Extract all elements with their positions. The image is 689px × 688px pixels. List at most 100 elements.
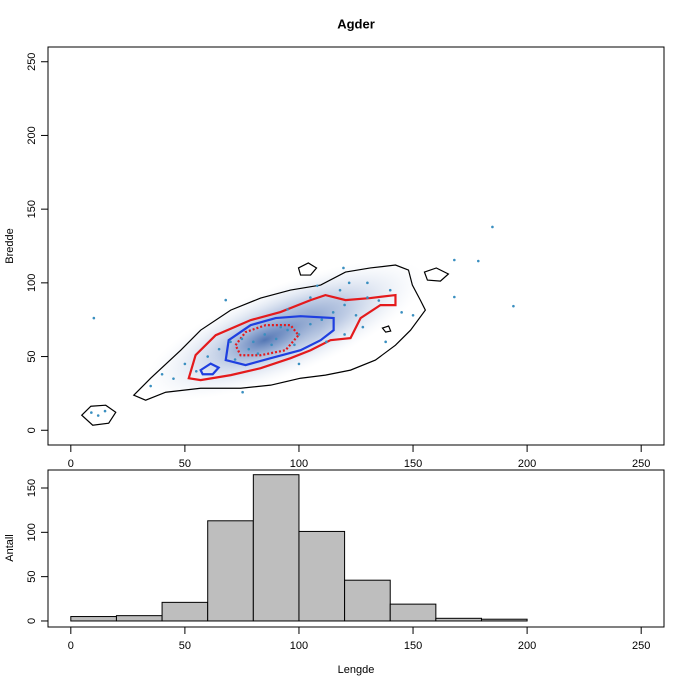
point [224, 298, 228, 302]
point [194, 369, 198, 373]
point [338, 288, 342, 292]
y-tick-label: 150 [26, 200, 38, 218]
point [206, 355, 210, 358]
point [366, 296, 369, 299]
point [103, 409, 107, 413]
point [342, 266, 345, 270]
point [476, 259, 480, 263]
point [241, 390, 244, 394]
point [411, 313, 415, 317]
histogram-bar [435, 617, 482, 622]
y-tick-label: 50 [26, 571, 38, 583]
point [453, 258, 456, 262]
point [252, 340, 255, 344]
point [160, 372, 164, 376]
point [377, 299, 381, 302]
y-tick-label: 250 [26, 53, 38, 71]
histogram-bar [70, 616, 117, 622]
point [96, 414, 100, 417]
histogram-bar [344, 579, 391, 622]
density-contour [423, 267, 450, 282]
point [293, 343, 296, 347]
point [388, 288, 392, 292]
x-tick-label: 0 [68, 458, 74, 470]
density-contour [199, 362, 221, 376]
point [247, 347, 251, 351]
point [366, 281, 369, 285]
y-axis-label: Antall [4, 534, 16, 562]
plot-frame [47, 46, 665, 446]
histogram-bar [161, 601, 209, 622]
density-contour [224, 315, 335, 367]
point [274, 337, 278, 341]
x-tick-label: 0 [68, 640, 74, 652]
x-tick-label: 250 [632, 458, 650, 470]
x-tick-label: 200 [518, 458, 536, 470]
point [256, 352, 260, 355]
histogram-bar [207, 520, 254, 622]
point [149, 384, 152, 388]
point [297, 362, 301, 366]
point [263, 333, 267, 336]
point [90, 411, 93, 414]
point [279, 325, 283, 329]
point [400, 311, 403, 314]
chart-title: Agder [337, 16, 375, 31]
point [491, 225, 494, 229]
histogram-bar [389, 603, 437, 622]
point [320, 318, 324, 322]
x-tick-label: 250 [632, 640, 650, 652]
histogram-bar [480, 618, 528, 622]
point [183, 362, 187, 366]
point [92, 316, 96, 320]
y-tick-label: 100 [26, 523, 38, 541]
point [309, 296, 312, 299]
x-axis-label: Lengde [338, 664, 375, 676]
point [325, 340, 328, 344]
x-tick-label: 100 [290, 458, 308, 470]
y-tick-label: 200 [26, 126, 38, 144]
point [512, 304, 515, 308]
histogram-bar [115, 615, 163, 622]
x-tick-label: 150 [404, 458, 422, 470]
density-contour [132, 264, 427, 401]
point [331, 311, 335, 314]
x-tick-label: 50 [179, 640, 191, 652]
y-tick-label: 50 [26, 350, 38, 362]
density-contour [381, 325, 392, 333]
density-contour [80, 404, 117, 426]
y-tick-label: 0 [26, 618, 38, 624]
x-tick-label: 200 [518, 640, 536, 652]
point [315, 284, 319, 288]
y-axis-label: Bredde [4, 228, 16, 263]
point [361, 325, 365, 329]
y-tick-label: 150 [26, 479, 38, 497]
point [354, 313, 358, 317]
density-contour [297, 262, 318, 276]
x-tick-label: 150 [404, 640, 422, 652]
x-tick-label: 50 [179, 458, 191, 470]
point [172, 377, 175, 380]
point [309, 322, 312, 326]
y-tick-label: 0 [26, 427, 38, 433]
point [384, 340, 387, 344]
x-tick-label: 100 [290, 640, 308, 652]
plot-frame [47, 469, 665, 628]
point [286, 308, 289, 311]
point [217, 347, 221, 351]
density-shading [144, 260, 426, 400]
point [297, 333, 301, 336]
histogram-bar [252, 474, 300, 622]
point [347, 281, 351, 285]
point [286, 328, 289, 332]
point [240, 337, 244, 341]
point [453, 295, 456, 299]
density-contour [187, 293, 397, 382]
point [343, 333, 346, 336]
histogram-bar [298, 530, 346, 622]
point [343, 303, 346, 307]
point [270, 343, 273, 347]
point [229, 340, 232, 344]
